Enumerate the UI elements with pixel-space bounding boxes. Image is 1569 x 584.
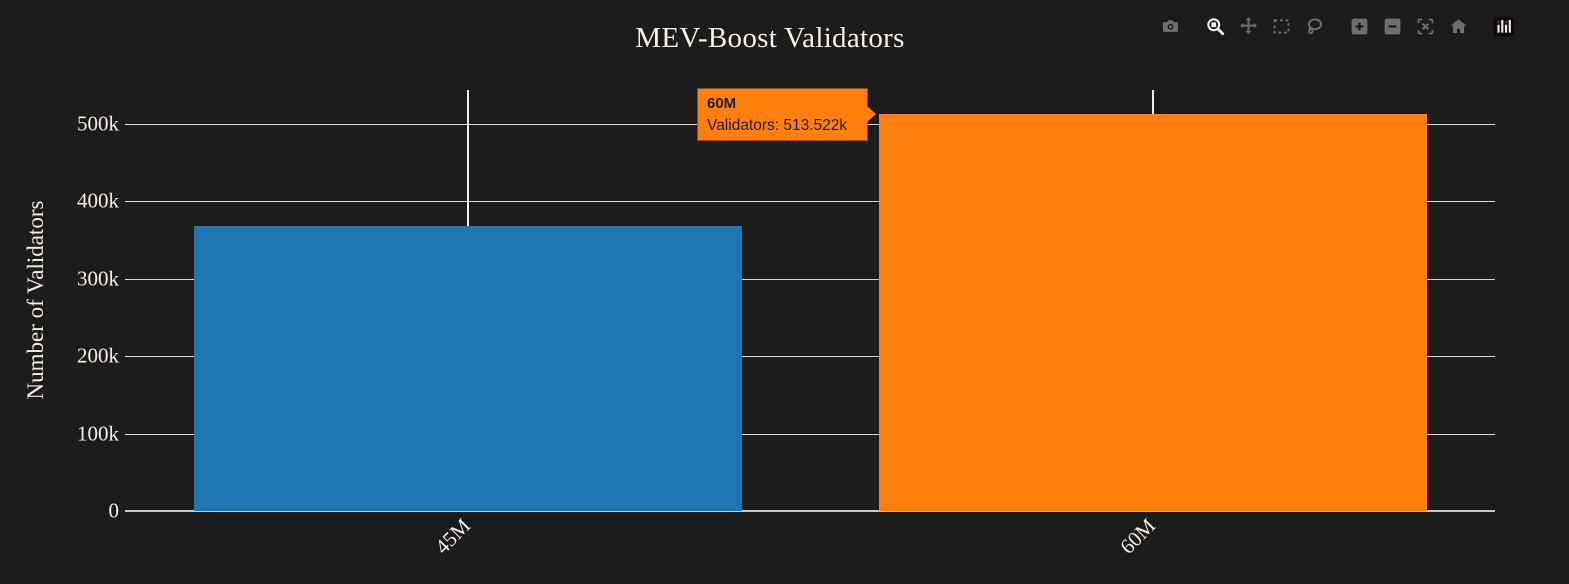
zoom-icon xyxy=(1207,18,1225,36)
autoscale-button[interactable] xyxy=(1415,16,1436,37)
zoom-out-icon xyxy=(1384,18,1401,35)
reset-axes-button[interactable] xyxy=(1448,16,1469,37)
y-tick-label: 100k xyxy=(77,421,119,446)
tooltip-category: 60M xyxy=(707,95,737,112)
pan-button[interactable] xyxy=(1238,16,1259,37)
modebar xyxy=(1148,16,1514,37)
plotly-logo-icon xyxy=(1493,16,1514,37)
chart-title: MEV-Boost Validators xyxy=(635,22,905,54)
y-gridline xyxy=(125,434,1495,435)
zoom-button[interactable] xyxy=(1205,16,1226,37)
y-tick-label: 0 xyxy=(108,498,120,523)
box-select-button[interactable] xyxy=(1271,16,1292,37)
tooltip-caret-icon xyxy=(867,106,876,122)
box-select-icon xyxy=(1273,19,1290,34)
error-bar xyxy=(1151,89,1154,114)
y-tick-label: 400k xyxy=(77,188,119,213)
pan-icon xyxy=(1240,17,1257,34)
lasso-select-icon xyxy=(1307,18,1322,34)
bar-60m[interactable] xyxy=(878,113,1427,511)
y-gridline xyxy=(125,201,1495,202)
error-bar xyxy=(466,89,469,226)
hover-tooltip: 60M Validators: 513.522k xyxy=(697,88,876,141)
zoom-in-button[interactable] xyxy=(1349,16,1370,37)
camera-icon xyxy=(1162,20,1179,32)
tooltip-value: Validators: 513.522k xyxy=(707,117,848,134)
y-axis-title: Number of Validators xyxy=(23,200,48,400)
home-icon xyxy=(1450,19,1467,34)
y-tick-label: 200k xyxy=(77,343,119,368)
y-gridline xyxy=(125,356,1495,357)
y-gridline xyxy=(125,279,1495,280)
plotly-logo-link[interactable] xyxy=(1493,16,1514,37)
download-plot-button[interactable] xyxy=(1160,16,1181,37)
y-tick-label: 300k xyxy=(77,266,119,291)
zoom-out-button[interactable] xyxy=(1382,16,1403,37)
zoom-in-icon xyxy=(1351,18,1368,35)
bar-45m[interactable] xyxy=(193,225,742,511)
lasso-select-button[interactable] xyxy=(1304,16,1325,37)
y-tick-label: 500k xyxy=(77,111,119,136)
autoscale-icon xyxy=(1417,18,1434,35)
x-axis-zero-line xyxy=(125,510,1495,512)
